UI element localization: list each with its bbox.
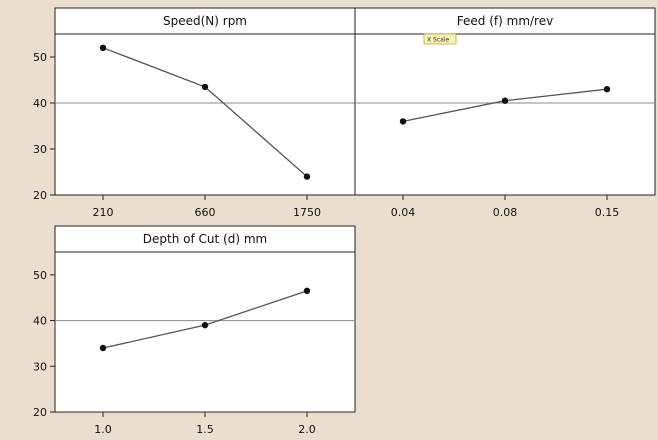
y-tick-label: 40 [33,315,47,328]
x-tick-label: 0.04 [391,206,416,219]
x-scale-tooltip: X Scale [423,33,457,45]
panel-title: Speed(N) rpm [163,14,247,28]
x-tick-label: 0.15 [595,206,620,219]
x-tick-label: 1750 [293,206,321,219]
y-tick-label: 30 [33,143,47,156]
x-tick-label: 1.0 [94,423,112,436]
y-tick-label: 30 [33,360,47,373]
data-point [99,44,107,51]
data-point [303,173,311,180]
data-point [99,344,107,352]
panel-title: Feed (f) mm/rev [457,14,553,28]
y-tick-label: 20 [33,406,47,419]
panel-1: Speed(N) rpm 20 30 40 50 210 660 1750 [33,7,356,219]
panel-title: Depth of Cut (d) mm [143,232,267,246]
data-point [201,321,209,329]
panel-3: Depth of Cut (d) mm 20 30 40 50 1.0 1.5 2.0 [33,225,356,436]
y-tick-label: 50 [33,51,47,64]
panel-2: Feed (f) mm/rev 0.04 0.08 0.15 [354,7,656,219]
x-tick-label: 1.5 [196,423,214,436]
data-point [501,97,509,104]
tooltip-label: X Scale [427,37,449,44]
data-point [201,83,209,91]
panel-frame [54,7,356,196]
tooltip-box [423,33,457,45]
panel-frame [54,225,356,413]
y-tick-label: 50 [33,269,47,282]
data-point [399,118,407,125]
x-tick-label: 210 [93,206,114,219]
x-tick-label: 2.0 [298,423,316,436]
y-tick-label: 20 [33,189,47,202]
x-tick-label: 660 [195,206,216,219]
y-tick-label: 40 [33,97,47,110]
data-point [303,287,311,295]
x-tick-label: 0.08 [493,206,518,219]
data-point [603,86,611,93]
panels-group: Speed(N) rpm 20 30 40 50 210 660 1750 Feed (f) m… [33,7,656,436]
